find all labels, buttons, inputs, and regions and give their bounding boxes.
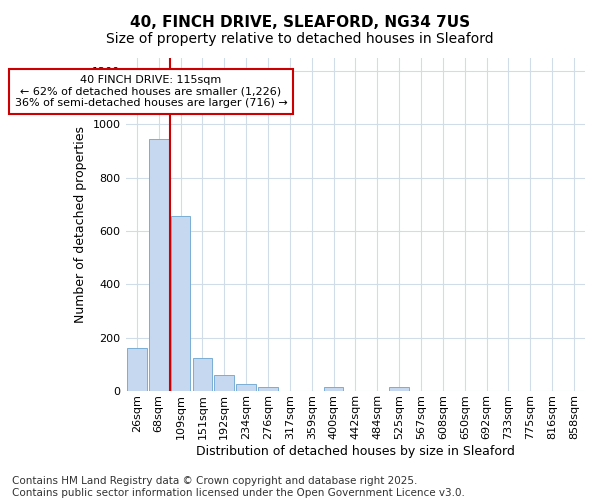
Text: Contains HM Land Registry data © Crown copyright and database right 2025.
Contai: Contains HM Land Registry data © Crown c…: [12, 476, 465, 498]
Text: Size of property relative to detached houses in Sleaford: Size of property relative to detached ho…: [106, 32, 494, 46]
X-axis label: Distribution of detached houses by size in Sleaford: Distribution of detached houses by size …: [196, 444, 515, 458]
Bar: [127, 348, 146, 391]
Bar: [149, 139, 169, 391]
Bar: [214, 375, 234, 391]
Text: 40 FINCH DRIVE: 115sqm
← 62% of detached houses are smaller (1,226)
36% of semi-: 40 FINCH DRIVE: 115sqm ← 62% of detached…: [14, 75, 287, 108]
Title: 40, FINCH DRIVE, SLEAFORD, NG34 7US
Size of property relative to detached houses: 40, FINCH DRIVE, SLEAFORD, NG34 7US Size…: [0, 499, 1, 500]
Bar: [171, 216, 190, 391]
Bar: [258, 387, 278, 391]
Bar: [236, 384, 256, 391]
Y-axis label: Number of detached properties: Number of detached properties: [74, 126, 86, 323]
Bar: [193, 358, 212, 391]
Bar: [389, 387, 409, 391]
Text: 40, FINCH DRIVE, SLEAFORD, NG34 7US: 40, FINCH DRIVE, SLEAFORD, NG34 7US: [130, 15, 470, 30]
Bar: [324, 387, 343, 391]
